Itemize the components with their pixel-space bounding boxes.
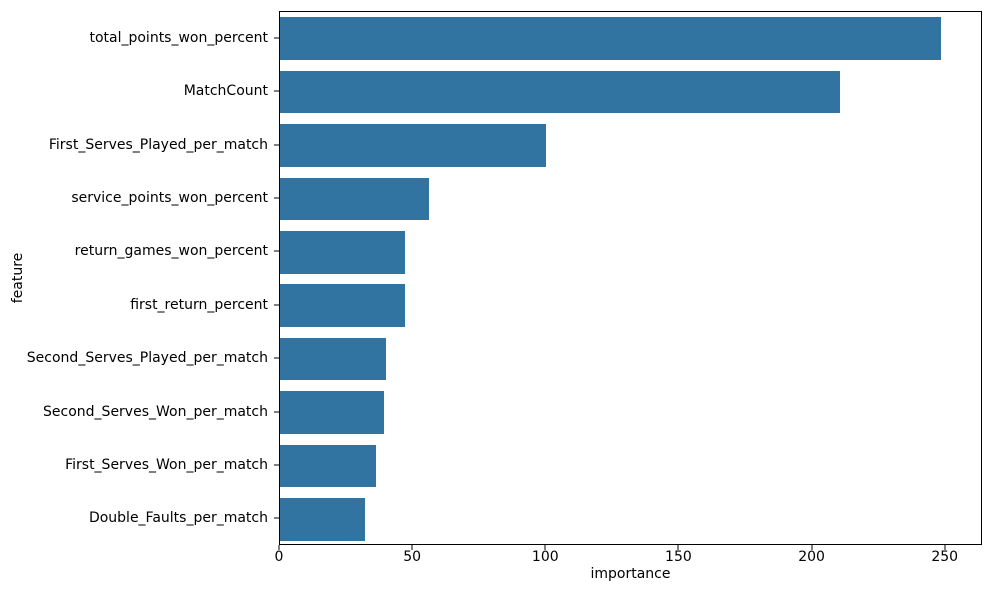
- y-tick-mark: [274, 517, 279, 519]
- y-tick-label: First_Serves_Played_per_match: [48, 136, 268, 153]
- y-tick-mark: [274, 357, 279, 359]
- y-tick-mark: [274, 464, 279, 466]
- y-axis-label: feature: [10, 252, 26, 304]
- y-tick-mark: [274, 304, 279, 306]
- y-tick-label: return_games_won_percent: [74, 243, 268, 260]
- y-tick-label: Double_Faults_per_match: [88, 510, 268, 527]
- bar-return_games_won_percent: [280, 230, 405, 274]
- bar-First_Serves_Won_per_match: [280, 444, 376, 488]
- x-tick-label: 200: [798, 549, 825, 565]
- y-tick-label: first_return_percent: [130, 296, 268, 313]
- x-tick-label: 250: [931, 549, 959, 565]
- y-tick-mark: [274, 411, 279, 412]
- bar-Second_Serves_Won_per_match: [280, 391, 384, 434]
- y-tick-label: service_points_won_percent: [71, 189, 268, 206]
- y-tick-mark: [274, 90, 279, 92]
- x-tick-mark: [278, 545, 280, 550]
- bar-MatchCount: [280, 70, 841, 114]
- x-tick-mark: [677, 545, 679, 550]
- bar-Second_Serves_Played_per_match: [280, 337, 387, 381]
- y-tick-label: Second_Serves_Won_per_match: [43, 403, 268, 420]
- x-tick-mark: [544, 545, 546, 550]
- bar-total_points_won_percent: [280, 17, 942, 61]
- x-tick-label: 50: [403, 549, 422, 565]
- x-tick-mark: [811, 545, 813, 550]
- y-tick-label: First_Serves_Won_per_match: [65, 456, 268, 473]
- x-tick-label: 100: [531, 549, 559, 565]
- x-tick-mark: [944, 545, 946, 550]
- x-tick-label: 150: [665, 549, 692, 565]
- y-tick-mark: [274, 37, 279, 39]
- bar-service_points_won_percent: [280, 177, 429, 221]
- bar-Double_Faults_per_match: [280, 497, 365, 541]
- y-tick-label: total_points_won_percent: [89, 29, 268, 46]
- x-axis-label: importance: [590, 566, 671, 582]
- y-tick-mark: [274, 197, 279, 199]
- y-tick-label: MatchCount: [183, 83, 268, 100]
- x-tick-label: 0: [274, 549, 284, 565]
- x-tick-mark: [411, 545, 413, 550]
- y-tick-label: Second_Serves_Played_per_match: [26, 350, 268, 367]
- bar-First_Serves_Played_per_match: [280, 124, 546, 167]
- plot-area: [279, 11, 982, 545]
- y-tick-mark: [274, 144, 279, 145]
- bar-first_return_percent: [280, 284, 405, 328]
- y-tick-mark: [274, 250, 279, 252]
